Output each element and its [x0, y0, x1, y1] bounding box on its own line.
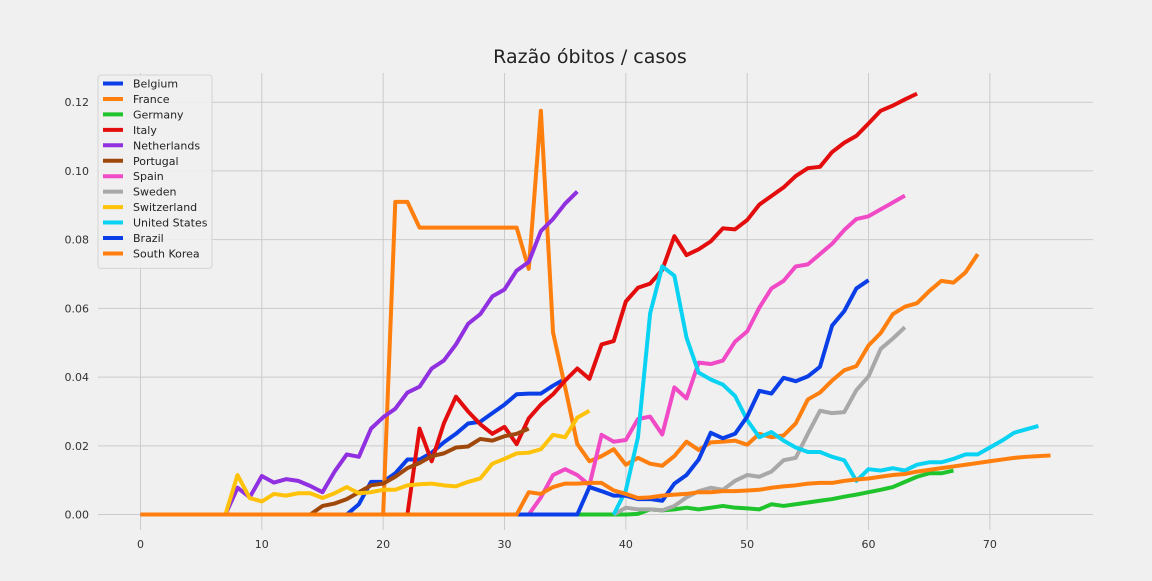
x-tick-label: 40	[619, 538, 633, 551]
series-line-united-states	[611, 264, 1039, 516]
legend-label: Netherlands	[133, 139, 200, 152]
legend-label: Portugal	[133, 155, 179, 168]
legend-label: Italy	[133, 124, 157, 137]
legend-label: Spain	[133, 170, 164, 183]
legend-label: Belgium	[133, 78, 178, 91]
y-tick-label: 0.00	[65, 509, 90, 522]
x-tick-label: 10	[255, 538, 269, 551]
series-line-south-korea	[140, 453, 1051, 517]
series-lines	[140, 91, 1051, 517]
legend-label: Brazil	[133, 232, 164, 245]
legend-label: Sweden	[133, 186, 176, 199]
x-tick-label: 30	[497, 538, 511, 551]
legend-label: France	[133, 93, 170, 106]
legend-label: South Korea	[133, 247, 200, 260]
axis-ticks: 0 10 20 30 40 50 60 70 0.00 0.02 0.04 0.06 0.08 0.10 0…	[65, 96, 997, 551]
series-line-brazil	[516, 278, 870, 517]
series-line-netherlands	[223, 190, 579, 516]
legend-label: Germany	[133, 108, 184, 121]
series-line-switzerland	[223, 409, 591, 516]
y-tick-label: 0.06	[65, 302, 90, 315]
x-tick-label: 0	[137, 538, 144, 551]
legend: Belgium France Germany Italy Netherlands Port…	[97, 74, 213, 269]
x-tick-label: 70	[983, 538, 997, 551]
legend-box	[97, 74, 213, 269]
y-tick-label: 0.08	[65, 234, 90, 247]
y-tick-label: 0.10	[65, 165, 90, 178]
x-tick-label: 20	[376, 538, 390, 551]
series-line-sweden	[612, 325, 907, 517]
x-tick-label: 50	[740, 538, 754, 551]
grid-lines	[98, 73, 1093, 530]
y-tick-label: 0.12	[65, 96, 90, 109]
x-tick-label: 60	[862, 538, 876, 551]
y-tick-label: 0.02	[65, 440, 90, 453]
y-tick-label: 0.04	[65, 371, 90, 384]
chart-title: Razão óbitos / casos	[493, 46, 687, 68]
legend-label: United States	[133, 217, 208, 230]
legend-label: Switzerland	[133, 201, 197, 214]
